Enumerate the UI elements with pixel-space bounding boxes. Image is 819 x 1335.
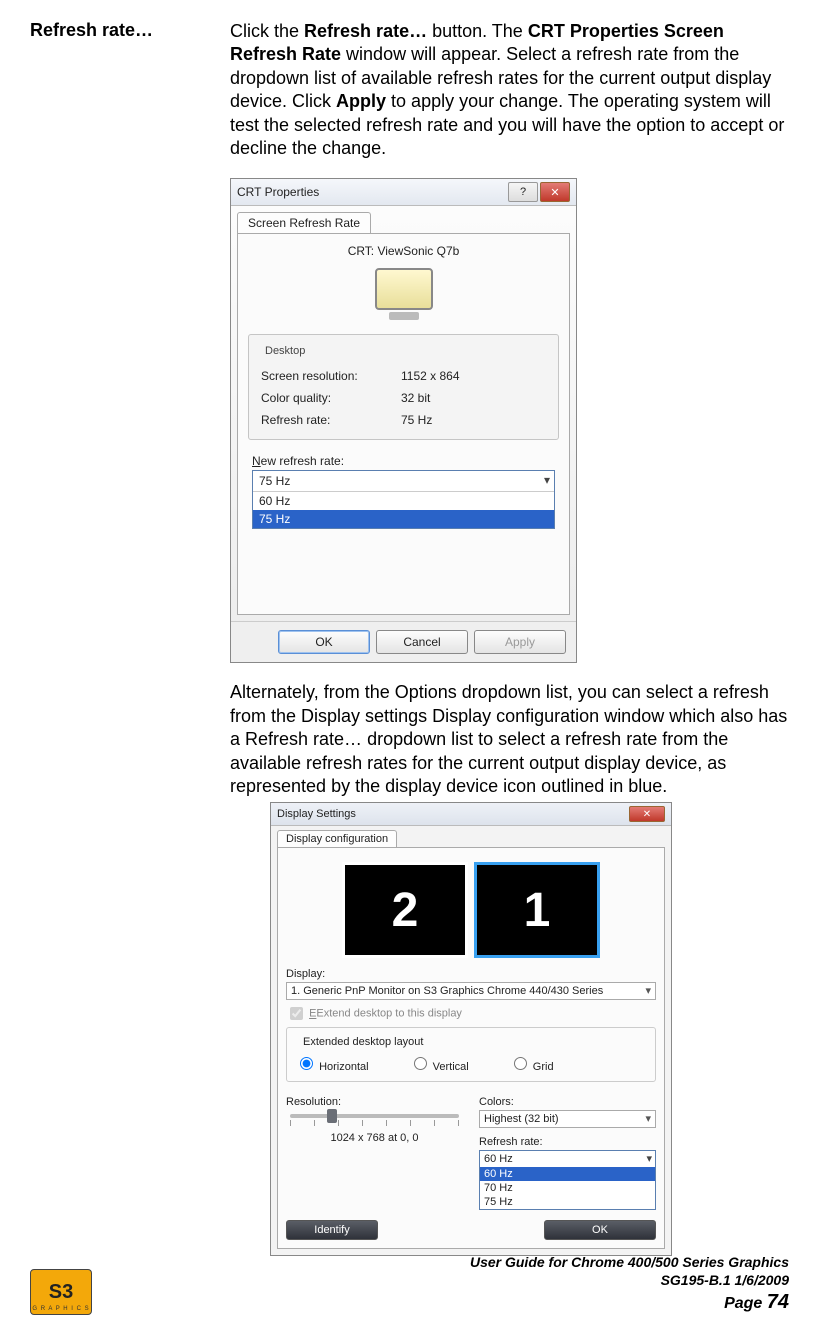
display-label: Display: (286, 968, 656, 980)
p2-b1: Options (395, 682, 457, 702)
refresh-rate-label: Refresh rate: (479, 1136, 656, 1148)
new-refresh-rest: ew refresh rate: (261, 454, 344, 468)
radio-g-input[interactable] (514, 1057, 527, 1070)
titlebar[interactable]: Display Settings ✕ (271, 803, 671, 826)
extend-checkbox-input[interactable] (290, 1007, 303, 1020)
dropdown-option[interactable]: 60 Hz (253, 492, 554, 510)
ok-button[interactable]: OK (544, 1220, 656, 1240)
resolution-label: Resolution: (286, 1096, 463, 1108)
crt-model-label: CRT: ViewSonic Q7b (248, 244, 559, 258)
tab-display-configuration[interactable]: Display configuration (277, 830, 397, 847)
dropdown-option[interactable]: 75 Hz (253, 510, 554, 528)
radio-h-label: Horizontal (319, 1061, 369, 1073)
help-button[interactable]: ? (508, 182, 538, 202)
crt-properties-window: CRT Properties ? ✕ Screen Refresh Rate C… (230, 178, 577, 663)
dropdown-option[interactable]: 70 Hz (480, 1181, 655, 1195)
refresh-rate-dropdown[interactable]: 75 Hz 60 Hz 75 Hz (252, 470, 555, 529)
close-button[interactable]: ✕ (540, 182, 570, 202)
monitor-1-icon[interactable]: 1 (474, 862, 600, 958)
identify-button[interactable]: Identify (286, 1220, 378, 1240)
dropdown-selected[interactable]: 60 Hz (480, 1151, 655, 1167)
radio-v-label: Vertical (433, 1061, 469, 1073)
cq-val: 32 bit (401, 391, 430, 405)
resolution-caption: 1024 x 768 at 0, 0 (286, 1132, 463, 1144)
extended-layout-group: Extended desktop layout Horizontal Verti… (286, 1027, 656, 1082)
res-key: Screen resolution: (261, 369, 401, 383)
group-title: Extended desktop layout (299, 1036, 427, 1048)
p2-b3: Refresh rate… (245, 729, 362, 749)
dropdown-option[interactable]: 75 Hz (480, 1195, 655, 1209)
radio-vertical[interactable]: Vertical (409, 1054, 469, 1073)
radio-v-input[interactable] (414, 1057, 427, 1070)
close-button[interactable]: ✕ (629, 806, 665, 822)
paragraph-2: Alternately, from the Options dropdown l… (230, 681, 789, 798)
resolution-slider[interactable] (290, 1114, 459, 1126)
refresh-rate-dropdown[interactable]: 60 Hz 60 Hz 70 Hz 75 Hz (479, 1150, 656, 1210)
window-title: CRT Properties (237, 185, 319, 199)
radio-h-input[interactable] (300, 1057, 313, 1070)
radio-horizontal[interactable]: Horizontal (295, 1054, 369, 1073)
page-footer: S3 G R A P H I C S User Guide for Chrome… (30, 1253, 789, 1315)
footer-line1: User Guide for Chrome 400/500 Series Gra… (470, 1253, 789, 1271)
p1-b3: Apply (336, 91, 386, 111)
radio-g-label: Grid (533, 1061, 554, 1073)
dropdown-option[interactable]: 60 Hz (480, 1167, 655, 1181)
extend-desktop-checkbox[interactable]: EExtend desktop to this display (286, 1004, 656, 1023)
s3-logo: S3 G R A P H I C S (30, 1269, 92, 1315)
p1-text2: button. The (427, 21, 528, 41)
new-refresh-label: New refresh rate: (252, 454, 555, 468)
page-label: Page (724, 1295, 767, 1312)
footer-line2: SG195-B.1 1/6/2009 (470, 1271, 789, 1289)
titlebar[interactable]: CRT Properties ? ✕ (231, 179, 576, 206)
logo-sub: G R A P H I C S (32, 1306, 89, 1312)
cancel-button[interactable]: Cancel (376, 630, 468, 654)
display-dropdown[interactable]: 1. Generic PnP Monitor on S3 Graphics Ch… (286, 982, 656, 1000)
tab-screen-refresh-rate[interactable]: Screen Refresh Rate (237, 212, 371, 233)
cq-key: Color quality: (261, 391, 401, 405)
rr-key: Refresh rate: (261, 413, 401, 427)
radio-grid[interactable]: Grid (509, 1054, 554, 1073)
rr-val: 75 Hz (401, 413, 432, 427)
section-label: Refresh rate… (30, 20, 230, 160)
p2-text: Alternately, from the (230, 682, 395, 702)
p2-b2: Display settings Display configuration (301, 706, 599, 726)
paragraph-1: Click the Refresh rate… button. The CRT … (230, 20, 789, 160)
extend-label: Extend desktop to this display (316, 1008, 462, 1020)
colors-dropdown[interactable]: Highest (32 bit) (479, 1110, 656, 1128)
window-title: Display Settings (277, 808, 356, 820)
res-val: 1152 x 864 (401, 369, 460, 383)
p1-b1: Refresh rate… (304, 21, 427, 41)
monitor-icon (372, 268, 436, 320)
logo-text: S3 (49, 1281, 73, 1304)
new-refresh-underline: N (252, 454, 261, 468)
desktop-group: Desktop Screen resolution:1152 x 864 Col… (248, 334, 559, 440)
page-number: 74 (767, 1291, 789, 1313)
colors-label: Colors: (479, 1096, 656, 1108)
group-title: Desktop (261, 345, 309, 357)
p1-text: Click the (230, 21, 304, 41)
dropdown-selected[interactable]: 75 Hz (253, 471, 554, 491)
display-settings-window: Display Settings ✕ Display configuration… (270, 802, 672, 1256)
apply-button[interactable]: Apply (474, 630, 566, 654)
ok-button[interactable]: OK (278, 630, 370, 654)
monitor-2-icon[interactable]: 2 (342, 862, 468, 958)
